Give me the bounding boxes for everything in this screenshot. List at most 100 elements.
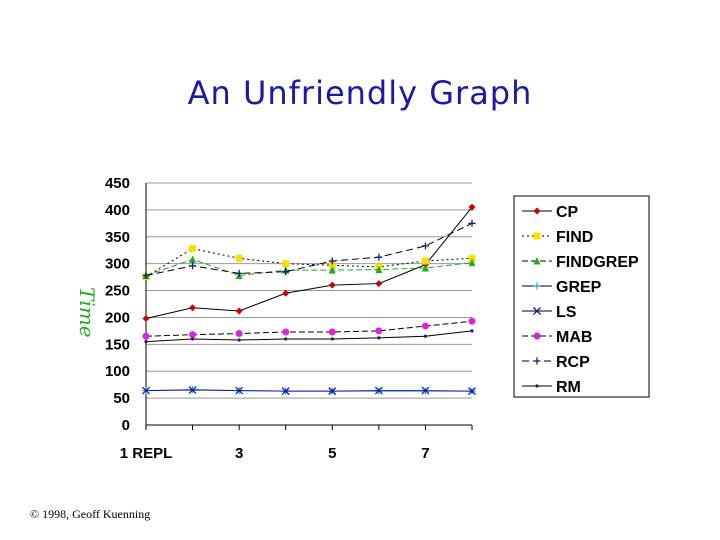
legend-label-ls: LS [556, 304, 577, 321]
data-point-ls [142, 386, 150, 395]
data-point-findgrep [328, 266, 336, 274]
grid-lines [146, 182, 472, 399]
data-point-rcp [328, 257, 336, 265]
data-point-rcp [375, 253, 383, 261]
legend-marker-cp [533, 207, 541, 215]
legend-marker-rm [535, 384, 539, 388]
copyright-text: © 1998, Geoff Kuenning [30, 507, 151, 521]
legend-label-grep: GREP [556, 279, 602, 296]
data-point-rcp [421, 242, 429, 250]
y-tick-label: 450 [105, 175, 130, 192]
legend-entry-rcp: RCP [522, 354, 590, 371]
series-line-rm [145, 330, 473, 343]
x-tick-label: 3 [235, 445, 243, 462]
data-point-rm [190, 337, 195, 341]
legend-marker-grep [533, 282, 541, 290]
data-point-rm [330, 337, 334, 341]
y-tick-label: 300 [105, 256, 130, 273]
data-point-findgrep [468, 258, 476, 267]
data-point-mab [282, 328, 290, 336]
legend-entry-cp: CP [522, 204, 579, 221]
data-point-ls [235, 386, 244, 395]
chart-title: An Unfriendly Graph [187, 74, 533, 112]
data-point-cp [189, 304, 197, 312]
legend-entry-rm: RM [522, 379, 581, 396]
legend-label-rm: RM [556, 379, 581, 396]
series-rm [144, 329, 474, 344]
data-point-rm [284, 337, 288, 341]
x-tick-labels: 1 REPL 3 5 7 [120, 445, 430, 462]
data-point-ls [328, 387, 337, 396]
y-tick-label: 100 [105, 363, 130, 380]
series-line-ls [145, 389, 473, 392]
data-point-cp [235, 307, 243, 315]
x-tick-label: 5 [328, 445, 336, 462]
data-point-mab [375, 327, 383, 335]
x-tick-label: 7 [421, 445, 429, 462]
y-tick-label: 50 [113, 390, 130, 407]
legend-entry-ls: LS [522, 304, 577, 321]
legend-label-find: FIND [556, 229, 593, 246]
series-line-find [145, 248, 473, 278]
legend-label-mab: MAB [556, 329, 592, 346]
data-point-find [421, 257, 429, 265]
data-point-cp [375, 280, 383, 288]
x-tick-label: 1 REPL [120, 445, 173, 462]
data-point-ls [188, 386, 197, 395]
legend-entry-grep: GREP [522, 279, 602, 296]
y-tick-label: 400 [105, 202, 130, 219]
data-point-find [328, 261, 336, 269]
data-point-findgrep [375, 265, 383, 274]
legend-label-rcp: RCP [556, 354, 590, 371]
axes [145, 183, 473, 430]
data-point-mab [189, 331, 197, 339]
data-point-find [189, 245, 197, 253]
data-point-rcp [235, 269, 243, 277]
legend-label-findgrep: FINDGREP [556, 254, 639, 271]
data-point-cp [468, 203, 476, 211]
data-point-findgrep [189, 255, 197, 263]
data-point-find [235, 254, 243, 262]
y-tick-label: 150 [105, 336, 130, 353]
data-point-cp [282, 289, 290, 297]
series-group [142, 203, 476, 396]
data-point-find [282, 260, 290, 268]
legend-marker-rcp [533, 357, 541, 365]
data-point-mab [142, 332, 150, 340]
legend-entry-findgrep: FINDGREP [522, 254, 639, 271]
series-mab [142, 317, 476, 340]
series-ls [142, 386, 476, 396]
legend-marker-findgrep [533, 257, 541, 265]
y-tick-label: 350 [105, 229, 130, 246]
y-tick-label: 250 [105, 283, 130, 300]
y-tick-label: 0 [122, 417, 130, 434]
data-point-rcp [282, 268, 290, 276]
data-point-cp [328, 281, 336, 289]
data-point-rm [470, 329, 474, 333]
legend-entry-find: FIND [522, 229, 593, 246]
legend-entry-mab: MAB [522, 329, 592, 346]
y-tick-labels: 0 50 100 150 200 250 300 350 400 450 [105, 175, 130, 434]
series-cp [142, 203, 476, 323]
data-point-mab [235, 330, 243, 338]
legend-marker-find [533, 232, 541, 240]
y-tick-label: 200 [105, 309, 130, 326]
data-point-rcp [468, 219, 476, 227]
legend-label-cp: CP [556, 204, 579, 221]
series-rcp [142, 219, 476, 279]
series-line-rcp [145, 222, 473, 276]
series-line-mab [145, 320, 473, 337]
data-point-find [468, 254, 476, 262]
series-line-findgrep [145, 258, 473, 277]
data-point-rm [237, 338, 241, 342]
data-point-rm [423, 334, 428, 338]
data-point-rcp [142, 271, 150, 279]
series-line-cp [145, 206, 473, 320]
data-point-mab [421, 322, 429, 330]
data-point-mab [328, 328, 336, 336]
data-point-ls [421, 386, 430, 395]
legend: CP FIND FINDGREP GREP LS MAB RCP RM [513, 195, 650, 398]
legend-marker-mab [533, 332, 541, 340]
legend-marker-ls [533, 307, 541, 315]
